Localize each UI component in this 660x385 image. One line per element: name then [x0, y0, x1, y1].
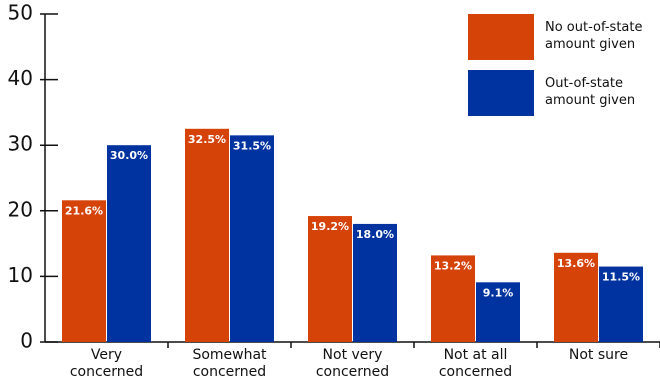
- x-tick-label: Not very concerned: [315, 347, 390, 380]
- value-label: 19.2%: [311, 220, 349, 233]
- legend-label: Out-of-state amount given: [545, 76, 636, 108]
- x-tick-label: Not at all concerned: [438, 347, 513, 380]
- bar: [431, 255, 475, 342]
- y-tick-label: 30: [8, 132, 33, 156]
- bar: [599, 266, 643, 342]
- legend-label: No out-of-state amount given: [545, 20, 643, 52]
- y-tick-label: 0: [20, 329, 33, 353]
- x-tick-label: Very concerned: [69, 347, 144, 380]
- legend-swatch: [468, 70, 534, 116]
- bar: [476, 282, 520, 342]
- value-label: 21.6%: [65, 204, 103, 217]
- bar: [107, 145, 151, 342]
- bar: [308, 216, 352, 342]
- value-label: 13.6%: [557, 257, 595, 270]
- y-tick-label: 40: [8, 66, 33, 90]
- x-tick-label: Not sure: [568, 347, 629, 363]
- value-label: 31.5%: [233, 139, 271, 152]
- x-tick-label: Somewhat concerned: [192, 347, 267, 380]
- value-label: 32.5%: [188, 133, 226, 146]
- value-label: 11.5%: [602, 271, 640, 284]
- legend-swatch: [468, 14, 534, 60]
- value-label: 30.0%: [110, 149, 148, 162]
- y-tick-label: 20: [8, 197, 33, 221]
- y-tick-label: 10: [8, 263, 33, 287]
- bar: [554, 252, 598, 342]
- value-label: 13.2%: [434, 259, 472, 272]
- value-label: 9.1%: [483, 286, 514, 299]
- bar: [185, 128, 229, 342]
- bar: [230, 135, 274, 342]
- y-tick-label: 50: [8, 1, 33, 25]
- bar: [62, 200, 106, 342]
- bar: [353, 223, 397, 342]
- value-label: 18.0%: [356, 228, 394, 241]
